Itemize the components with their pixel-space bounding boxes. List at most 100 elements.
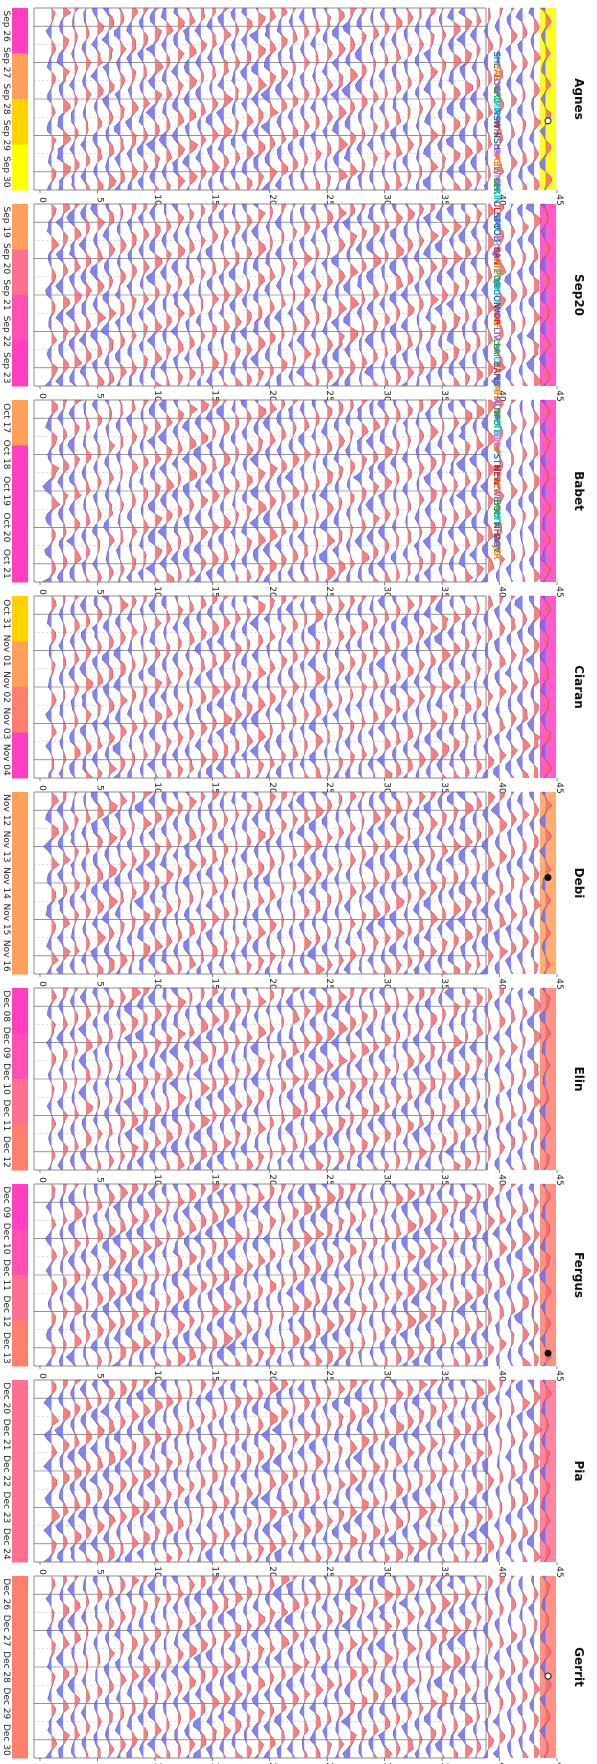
- station-label: BAN: [491, 247, 501, 265]
- station-trace-line: [458, 203, 471, 387]
- station-trace-negative: [387, 1380, 397, 1562]
- station-trace-negative: [205, 792, 213, 974]
- station-trace-positive: [292, 1184, 300, 1366]
- station-trace-line: [271, 1379, 290, 1563]
- station-label: PTM: [491, 511, 501, 529]
- date-tick-label: Nov 03: [1, 707, 11, 739]
- station-label: WIC: [491, 166, 501, 183]
- station-trace-positive: [258, 8, 267, 190]
- station-trace-positive: [430, 204, 439, 386]
- station-label: WOR: [491, 304, 501, 325]
- station-trace-line: [455, 399, 474, 583]
- station-label: HIN: [491, 431, 501, 446]
- y-tick-label: 35: [439, 1370, 449, 1381]
- station-label: WEY: [491, 488, 501, 508]
- station-trace-line: [160, 1575, 172, 1759]
- station-label: NEW: [491, 465, 501, 486]
- y-tick-label: 5: [94, 589, 104, 595]
- station-label: LOW: [491, 74, 501, 94]
- station-trace-line: [113, 7, 127, 191]
- station-label: NSH: [491, 132, 501, 150]
- time-band-segment: [12, 295, 28, 341]
- date-tick-label: Oct 21: [1, 549, 11, 579]
- station-trace-line: [494, 399, 506, 583]
- station-trace-line: [124, 7, 139, 191]
- station-trace-line: [41, 399, 61, 583]
- station-trace-line: [433, 1575, 452, 1759]
- station-trace-line: [411, 1379, 429, 1563]
- station-trace-positive: [488, 8, 493, 190]
- station-trace-line: [147, 987, 163, 1171]
- station-trace-negative: [479, 1380, 489, 1562]
- station-trace-positive: [522, 1380, 530, 1562]
- station-trace-positive: [51, 8, 57, 190]
- station-trace-negative: [458, 988, 466, 1170]
- station-trace-positive: [511, 400, 518, 582]
- station-trace-negative: [218, 792, 224, 974]
- y-tick-label: 0: [37, 1373, 47, 1379]
- station-trace-line: [390, 7, 403, 191]
- panel-title: Babet: [572, 471, 586, 511]
- station-trace-positive: [453, 1576, 462, 1758]
- station-trace-line: [400, 203, 416, 387]
- y-tick-label: 10: [152, 1174, 162, 1186]
- station-trace-positive: [361, 792, 366, 974]
- station-trace-positive: [350, 988, 357, 1170]
- station-trace-positive: [281, 1380, 289, 1562]
- station-trace-negative: [402, 8, 408, 190]
- station-label: NHA: [491, 523, 501, 542]
- station-label: PTB: [491, 419, 501, 435]
- station-trace-positive: [200, 792, 207, 974]
- station-trace-positive: [51, 792, 60, 974]
- station-label: NSH: [491, 132, 501, 150]
- station-trace-positive: [499, 988, 506, 1170]
- station-trace-positive: [373, 204, 381, 386]
- station-trace-positive: [189, 988, 195, 1170]
- station-trace-line: [230, 791, 240, 975]
- station-label: NSH: [491, 109, 501, 127]
- station-trace-line: [480, 399, 497, 583]
- station-trace-negative: [539, 1380, 546, 1562]
- station-trace-line: [80, 791, 91, 975]
- station-label: HOL: [491, 350, 501, 368]
- station-label: LEI: [491, 143, 501, 156]
- y-tick-label: 5: [94, 197, 104, 203]
- station-trace-negative: [218, 204, 224, 386]
- station-trace-positive: [200, 400, 209, 582]
- station-trace-positive: [419, 988, 427, 1170]
- station-trace-positive: [476, 1184, 484, 1366]
- station-trace-line: [287, 791, 299, 975]
- station-label: FIS: [491, 373, 501, 386]
- station-trace-positive: [396, 1184, 403, 1366]
- station-trace-line: [287, 203, 298, 387]
- station-trace-line: [538, 791, 553, 975]
- station-trace-negative: [286, 596, 293, 778]
- station-label: TOB: [491, 223, 501, 242]
- station-trace-negative: [295, 1184, 305, 1366]
- y-tick-label: 45: [554, 1370, 564, 1381]
- station-trace-line: [355, 1183, 367, 1367]
- station-trace-negative: [539, 1576, 546, 1758]
- station-trace-line: [412, 791, 426, 975]
- station-trace-line: [389, 203, 404, 387]
- station-label: MHA: [491, 385, 501, 405]
- y-tick-label: 15: [209, 1566, 219, 1577]
- station-trace-positive: [430, 1184, 439, 1366]
- station-trace-line: [45, 7, 57, 191]
- station-trace-positive: [281, 1576, 290, 1758]
- station-trace-negative: [69, 988, 75, 1170]
- y-tick-label: 20: [267, 782, 277, 794]
- station-trace-line: [112, 595, 129, 779]
- station-label: CRC: [491, 86, 501, 103]
- station-label: CRC: [491, 86, 501, 103]
- station-trace-line: [505, 1575, 518, 1759]
- station-trace-line: [126, 203, 137, 387]
- station-trace-positive: [465, 1576, 473, 1758]
- station-trace-line: [505, 7, 518, 191]
- station-trace-positive: [453, 792, 462, 974]
- station-trace-negative: [355, 8, 362, 190]
- station-trace-positive: [407, 596, 415, 778]
- station-label: POR: [491, 270, 501, 288]
- station-trace-positive: [545, 1576, 552, 1758]
